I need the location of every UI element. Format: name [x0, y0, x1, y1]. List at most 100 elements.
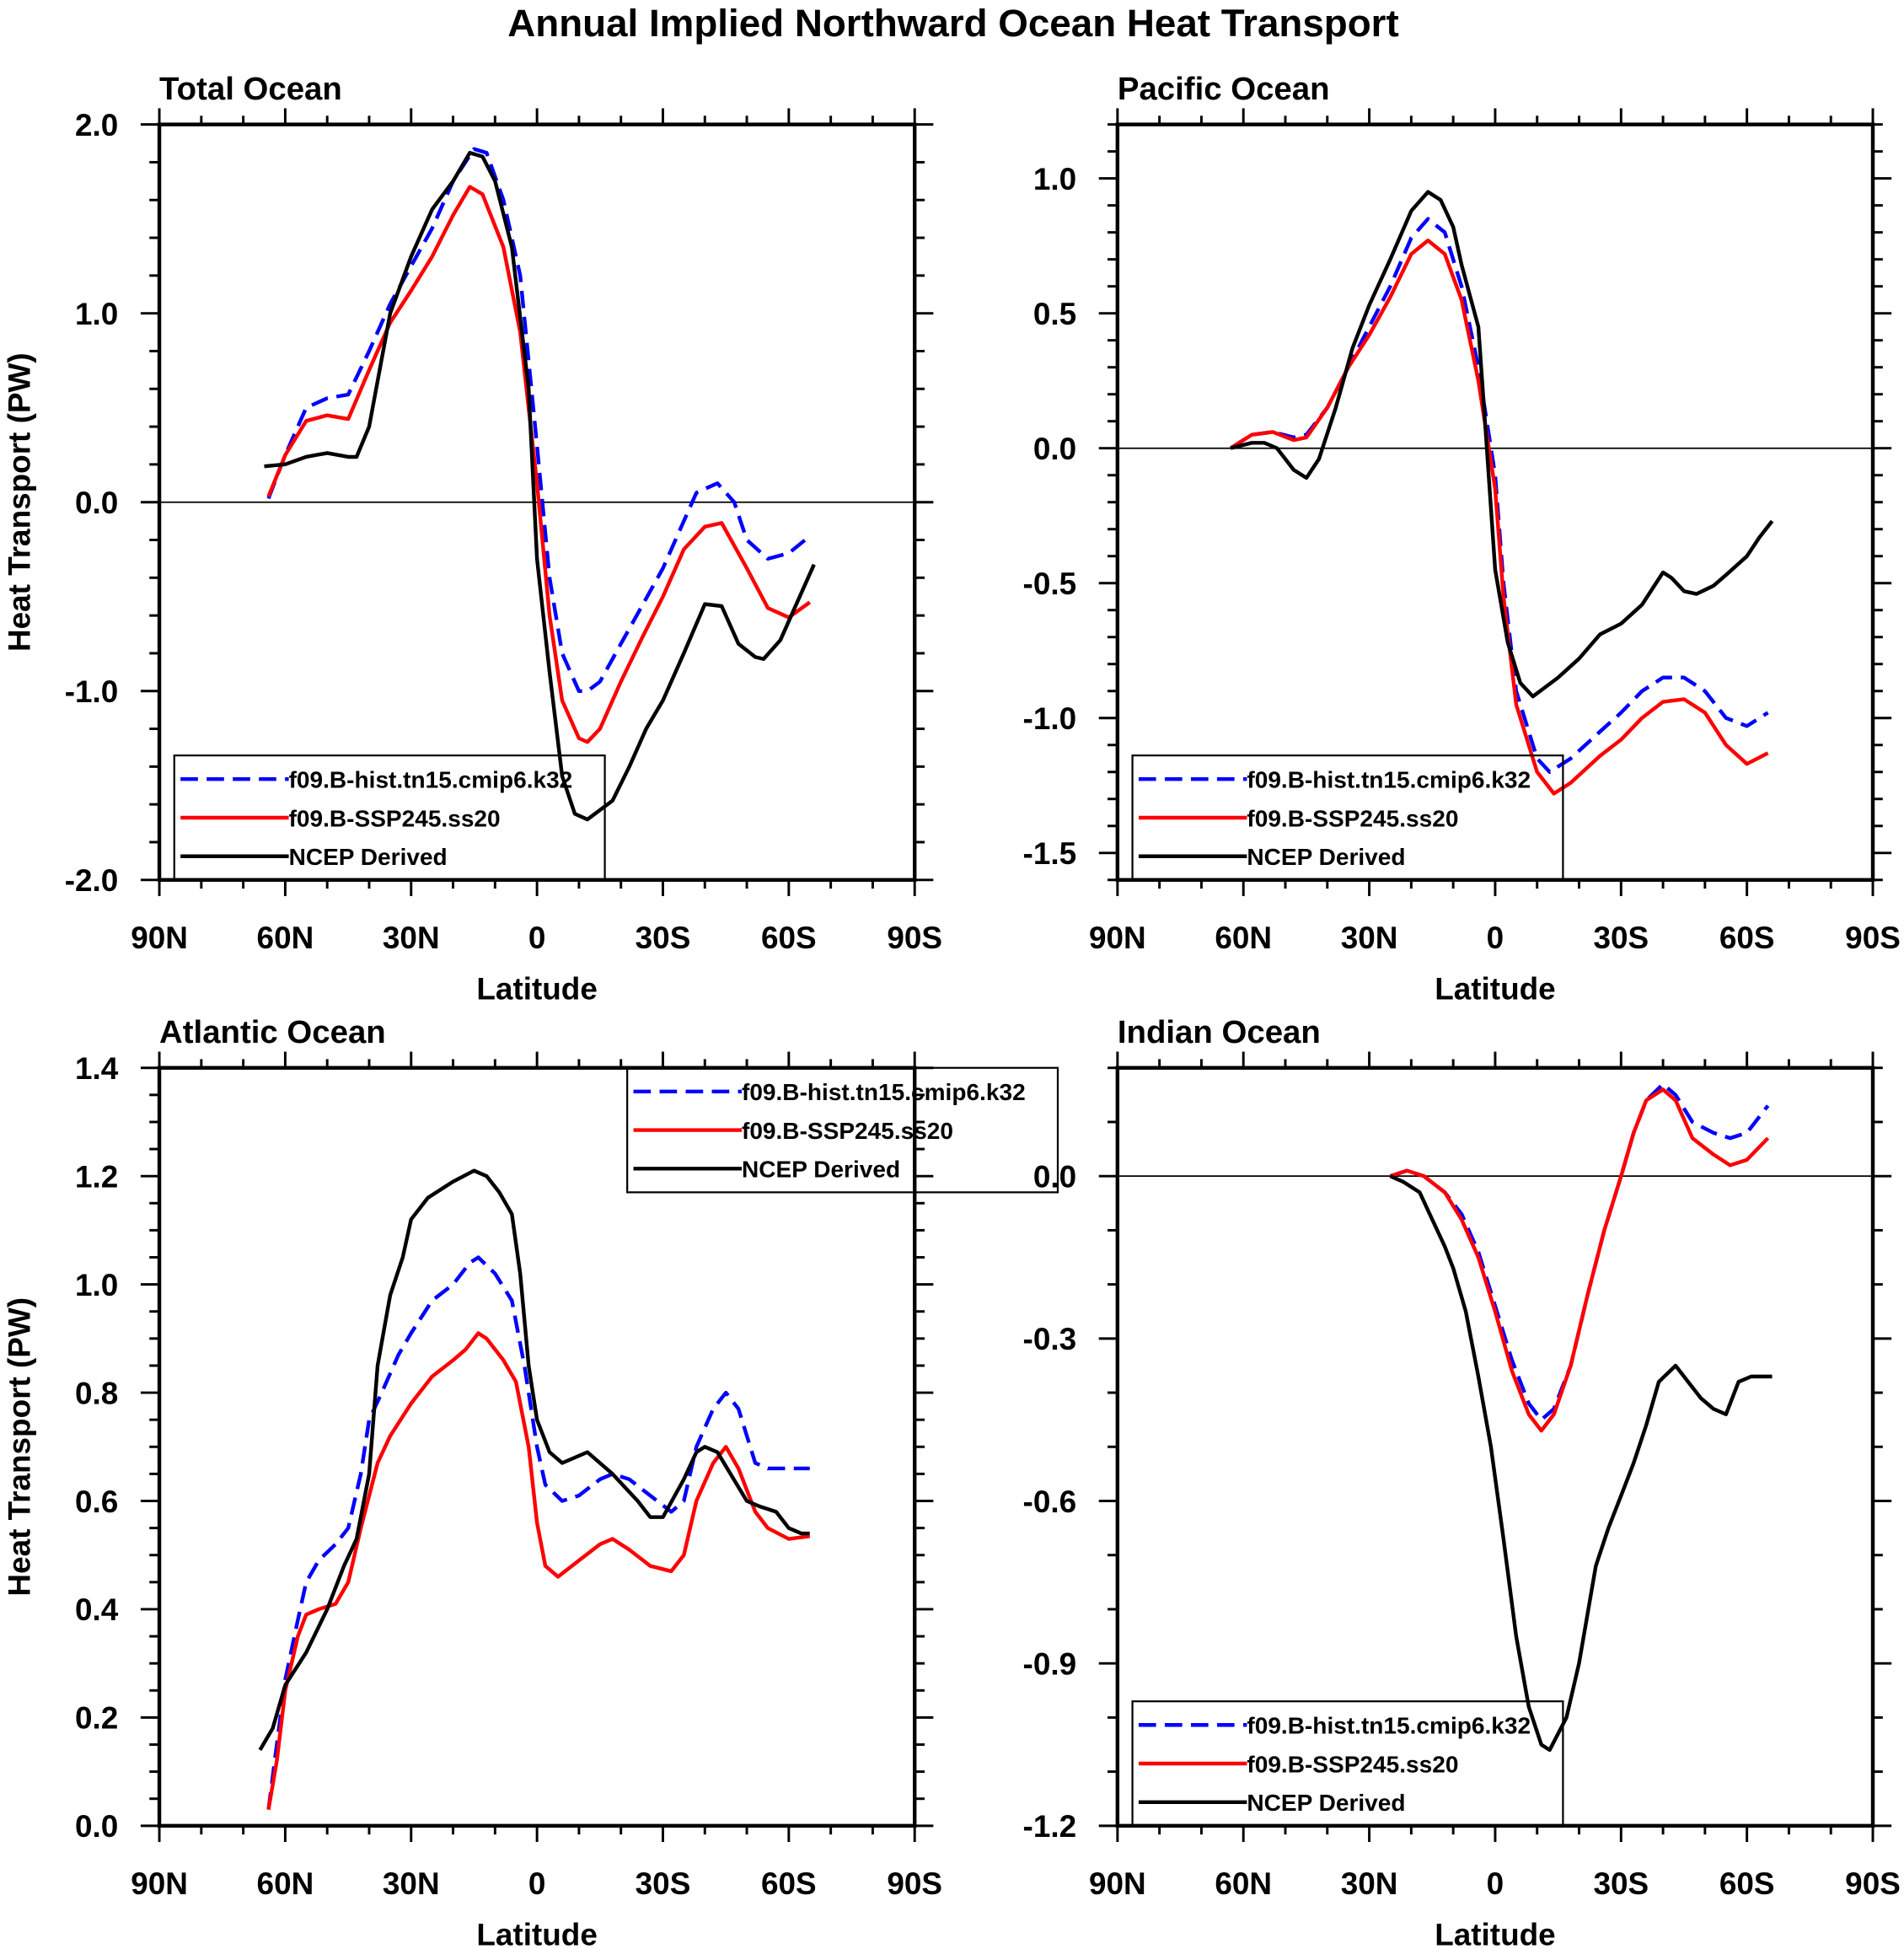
legend-label: NCEP Derived — [289, 844, 448, 870]
y-tick-label: 0.0 — [75, 1809, 118, 1844]
panel-title: Total Ocean — [159, 71, 342, 107]
y-tick-label: -1.5 — [1023, 836, 1077, 871]
x-tick-label: 60N — [1215, 1866, 1272, 1901]
y-tick-label: 1.0 — [1033, 162, 1076, 196]
y-tick-label: -0.5 — [1023, 566, 1077, 601]
y-tick-label: 1.0 — [75, 1268, 118, 1302]
x-tick-label: 60N — [1215, 921, 1272, 955]
series-line-f09-b-ssp245-ss20 — [1389, 1087, 1770, 1433]
x-tick-label: 30N — [383, 921, 440, 955]
x-tick-label: 60N — [257, 921, 314, 955]
legend-label: f09.B-SSP245.ss20 — [289, 805, 501, 831]
y-tick-label: -0.3 — [1023, 1322, 1077, 1356]
x-tick-label: 90S — [1845, 921, 1901, 955]
x-tick-label: 0 — [528, 921, 546, 955]
x-tick-label: 0 — [1487, 921, 1504, 955]
legend-box — [626, 1066, 1059, 1194]
x-axis-title: Latitude — [1435, 972, 1555, 1007]
y-tick-label: 0.0 — [1033, 1159, 1076, 1194]
x-tick-label: 30S — [1593, 1866, 1649, 1901]
x-tick-label: 90N — [1089, 1866, 1146, 1901]
figure-title: Annual Implied Northward Ocean Heat Tran… — [507, 2, 1398, 45]
y-tick-label: -2.0 — [65, 863, 119, 898]
x-tick-label: 0 — [528, 1866, 546, 1901]
panel-indian-ocean: Indian Ocean 90N 60N 30N 0 30S 60S 90S 0.0 -0.3 -0… — [1023, 1014, 1901, 1949]
y-tick-label: -1.0 — [1023, 701, 1077, 736]
x-axis-title: Latitude — [476, 1918, 597, 1949]
x-tick-label: 90N — [131, 1866, 188, 1901]
x-tick-label: 90N — [1089, 921, 1146, 955]
x-tick-label: 60S — [761, 1866, 817, 1901]
x-tick-label: 30S — [636, 921, 691, 955]
x-tick-label: 60S — [761, 921, 817, 955]
series-line-ncep-derived — [264, 151, 816, 822]
x-axis-title: Latitude — [1435, 1918, 1555, 1949]
series-line-f09-b-hist-tn15-cmip6-k32 — [1230, 217, 1769, 775]
x-tick-label: 90S — [1845, 1866, 1901, 1901]
legend-box — [1131, 754, 1564, 881]
x-tick-label: 30S — [1593, 921, 1649, 955]
x-tick-label: 90S — [887, 921, 942, 955]
y-tick-label: 1.2 — [75, 1159, 118, 1194]
series-line-f09-b-ssp245-ss20 — [266, 1331, 811, 1811]
y-tick-label: 2.0 — [75, 108, 118, 142]
series-line-f09-b-hist-tn15-cmip6-k32 — [266, 147, 812, 694]
panel-title: Indian Ocean — [1118, 1014, 1321, 1050]
y-tick-label: 0.8 — [75, 1376, 118, 1410]
y-tick-label: 0.0 — [75, 486, 118, 520]
legend: f09.B-hist.tn15.cmip6.k32 f09.B-SSP245.ss… — [173, 754, 606, 881]
legend-label: NCEP Derived — [742, 1157, 900, 1183]
legend-label: NCEP Derived — [1247, 844, 1405, 870]
x-axis-title: Latitude — [476, 972, 597, 1007]
x-tick-label: 60N — [257, 1866, 314, 1901]
x-tick-label: 30N — [1341, 1866, 1398, 1901]
y-axis-title: Heat Transport (PW) — [3, 352, 37, 652]
series-line-f09-b-hist-tn15-cmip6-k32 — [1389, 1082, 1770, 1422]
panel-title: Pacific Ocean — [1118, 71, 1330, 107]
x-tick-label: 60S — [1719, 1866, 1775, 1901]
y-tick-label: 0.2 — [75, 1701, 118, 1736]
legend-label: f09.B-hist.tn15.cmip6.k32 — [289, 767, 573, 793]
x-tick-label: 30N — [1341, 921, 1398, 955]
legend-label: NCEP Derived — [1247, 1790, 1405, 1816]
y-tick-label: 0.6 — [75, 1485, 118, 1519]
legend-label: f09.B-SSP245.ss20 — [1247, 805, 1458, 831]
x-tick-label: 90S — [887, 1866, 942, 1901]
x-tick-label: 30S — [636, 1866, 691, 1901]
panel-title: Atlantic Ocean — [159, 1014, 386, 1050]
legend-label: f09.B-SSP245.ss20 — [742, 1118, 953, 1144]
y-tick-label: -1.0 — [65, 674, 119, 709]
y-tick-label: -1.2 — [1023, 1809, 1077, 1844]
plot-frame — [157, 1066, 917, 1828]
series-line-f09-b-ssp245-ss20 — [266, 185, 812, 744]
legend-box — [1131, 1700, 1564, 1827]
legend-box — [173, 754, 606, 881]
legend: f09.B-hist.tn15.cmip6.k32 f09.B-SSP245.ss… — [1131, 1700, 1564, 1827]
y-tick-label: 1.4 — [75, 1051, 119, 1086]
y-tick-label: -0.6 — [1023, 1485, 1077, 1519]
series-line-ncep-derived — [258, 1168, 810, 1752]
legend-label: f09.B-hist.tn15.cmip6.k32 — [1247, 767, 1531, 793]
panel-atlantic-ocean: Atlantic Ocean 90N 60N 30N 0 30S 60S 90S 1.4 1.2 1… — [3, 1014, 1059, 1949]
legend: f09.B-hist.tn15.cmip6.k32 f09.B-SSP245.ss… — [1131, 754, 1564, 881]
series-line-ncep-derived — [1389, 1174, 1773, 1753]
legend-label: f09.B-hist.tn15.cmip6.k32 — [742, 1079, 1026, 1105]
panel-total-ocean: Total Ocean 90N 60N 30N 0 30S 60S 90S 2.0 1.0 0.0 -… — [3, 71, 943, 1006]
x-tick-label: 30N — [383, 1866, 440, 1901]
series-line-ncep-derived — [1230, 190, 1774, 699]
x-tick-label: 90N — [131, 921, 188, 955]
y-tick-label: 1.0 — [75, 297, 118, 331]
y-tick-label: 0.4 — [75, 1592, 119, 1627]
legend-label: f09.B-hist.tn15.cmip6.k32 — [1247, 1713, 1531, 1739]
y-axis-title: Heat Transport (PW) — [3, 1297, 37, 1597]
y-tick-label: 0.5 — [1033, 297, 1076, 331]
legend: f09.B-hist.tn15.cmip6.k32 f09.B-SSP245.ss… — [626, 1066, 1059, 1194]
x-tick-label: 0 — [1487, 1866, 1504, 1901]
y-tick-label: -0.9 — [1023, 1646, 1077, 1681]
series-line-f09-b-hist-tn15-cmip6-k32 — [266, 1255, 810, 1810]
panel-pacific-ocean: Pacific Ocean 90N 60N 30N 0 30S 60S 90S 1.0 0.5 0.… — [1023, 71, 1901, 1006]
y-tick-label: 0.0 — [1033, 432, 1076, 466]
series-line-f09-b-ssp245-ss20 — [1230, 239, 1769, 796]
x-tick-label: 60S — [1719, 921, 1775, 955]
